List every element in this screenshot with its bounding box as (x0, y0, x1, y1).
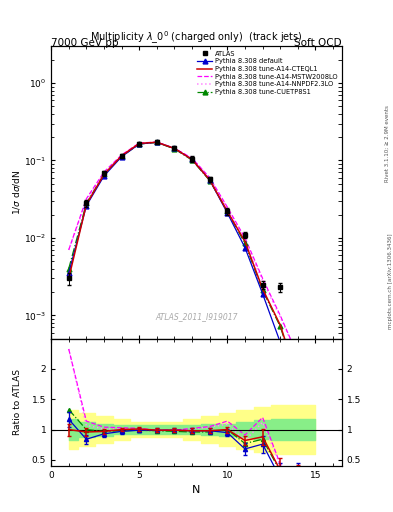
Pythia 8.308 tune-A14-CTEQL1 (154, 139, 159, 145)
Pythia 8.308 tune-CUETP8S1 (296, 378, 300, 385)
Pythia 8.308 tune-A14-CTEQL1 (190, 157, 195, 163)
Pythia 8.308 tune-A14-NNPDF2.3LO (154, 139, 159, 145)
Pythia 8.308 tune-A14-CTEQL1 (225, 208, 230, 215)
Pythia 8.308 tune-A14-NNPDF2.3LO (190, 156, 195, 162)
Pythia 8.308 tune-A14-NNPDF2.3LO (102, 170, 107, 176)
Pythia 8.308 tune-A14-CTEQL1 (260, 286, 265, 292)
Pythia 8.308 default (172, 145, 177, 152)
Pythia 8.308 tune-A14-NNPDF2.3LO (225, 205, 230, 211)
X-axis label: N: N (192, 485, 201, 495)
Pythia 8.308 tune-A14-CTEQL1 (296, 376, 300, 382)
Pythia 8.308 tune-A14-NNPDF2.3LO (278, 314, 283, 320)
Pythia 8.308 default (225, 210, 230, 216)
Text: mcplots.cern.ch [arXiv:1306.3436]: mcplots.cern.ch [arXiv:1306.3436] (387, 234, 393, 329)
Pythia 8.308 tune-A14-CTEQL1 (119, 153, 124, 159)
Pythia 8.308 default (296, 393, 300, 399)
Pythia 8.308 tune-CUETP8S1 (278, 324, 283, 330)
Pythia 8.308 tune-A14-NNPDF2.3LO (260, 278, 265, 284)
Pythia 8.308 tune-A14-MSTW2008LO (102, 169, 107, 175)
Line: Pythia 8.308 tune-A14-NNPDF2.3LO: Pythia 8.308 tune-A14-NNPDF2.3LO (69, 142, 298, 356)
Pythia 8.308 tune-A14-NNPDF2.3LO (66, 247, 71, 253)
Pythia 8.308 tune-A14-MSTW2008LO (66, 247, 71, 253)
Pythia 8.308 tune-A14-MSTW2008LO (119, 152, 124, 158)
Pythia 8.308 tune-A14-MSTW2008LO (137, 140, 141, 146)
Pythia 8.308 tune-CUETP8S1 (84, 200, 89, 206)
Pythia 8.308 tune-A14-CTEQL1 (242, 239, 247, 245)
Pythia 8.308 default (102, 173, 107, 179)
Line: Pythia 8.308 tune-A14-MSTW2008LO: Pythia 8.308 tune-A14-MSTW2008LO (69, 142, 298, 356)
Pythia 8.308 tune-A14-MSTW2008LO (190, 155, 195, 161)
Text: ATLAS_2011_I919017: ATLAS_2011_I919017 (155, 312, 238, 321)
Pythia 8.308 tune-CUETP8S1 (242, 240, 247, 246)
Line: Pythia 8.308 tune-CUETP8S1: Pythia 8.308 tune-CUETP8S1 (66, 140, 300, 384)
Pythia 8.308 tune-A14-NNPDF2.3LO (242, 239, 247, 245)
Pythia 8.308 tune-A14-MSTW2008LO (242, 235, 247, 241)
Pythia 8.308 tune-A14-MSTW2008LO (154, 139, 159, 145)
Pythia 8.308 tune-A14-CTEQL1 (278, 322, 283, 328)
Pythia 8.308 default (137, 141, 141, 147)
Pythia 8.308 default (242, 245, 247, 251)
Pythia 8.308 tune-CUETP8S1 (154, 139, 159, 145)
Text: Soft QCD: Soft QCD (294, 38, 342, 49)
Pythia 8.308 tune-A14-MSTW2008LO (260, 275, 265, 282)
Text: Rivet 3.1.10; ≥ 2.9M events: Rivet 3.1.10; ≥ 2.9M events (385, 105, 390, 182)
Pythia 8.308 tune-CUETP8S1 (102, 172, 107, 178)
Pythia 8.308 default (278, 339, 283, 345)
Y-axis label: Ratio to ATLAS: Ratio to ATLAS (13, 369, 22, 435)
Pythia 8.308 default (190, 157, 195, 163)
Line: Pythia 8.308 tune-A14-CTEQL1: Pythia 8.308 tune-A14-CTEQL1 (69, 142, 298, 379)
Y-axis label: 1/$\sigma$ d$\sigma$/dN: 1/$\sigma$ d$\sigma$/dN (11, 169, 22, 215)
Pythia 8.308 tune-A14-MSTW2008LO (84, 196, 89, 202)
Pythia 8.308 tune-CUETP8S1 (119, 153, 124, 159)
Pythia 8.308 tune-A14-CTEQL1 (208, 177, 212, 183)
Pythia 8.308 tune-A14-NNPDF2.3LO (137, 140, 141, 146)
Pythia 8.308 tune-A14-CTEQL1 (66, 275, 71, 282)
Pythia 8.308 tune-A14-NNPDF2.3LO (119, 153, 124, 159)
Pythia 8.308 tune-CUETP8S1 (260, 287, 265, 293)
Text: 7000 GeV pp: 7000 GeV pp (51, 38, 119, 49)
Pythia 8.308 tune-CUETP8S1 (225, 208, 230, 215)
Legend: ATLAS, Pythia 8.308 default, Pythia 8.308 tune-A14-CTEQL1, Pythia 8.308 tune-A14: ATLAS, Pythia 8.308 default, Pythia 8.30… (196, 50, 339, 96)
Pythia 8.308 tune-CUETP8S1 (66, 266, 71, 272)
Pythia 8.308 default (208, 177, 212, 183)
Pythia 8.308 tune-A14-NNPDF2.3LO (208, 175, 212, 181)
Pythia 8.308 default (154, 139, 159, 145)
Line: Pythia 8.308 default: Pythia 8.308 default (66, 140, 300, 399)
Pythia 8.308 tune-CUETP8S1 (172, 146, 177, 152)
Pythia 8.308 tune-A14-NNPDF2.3LO (172, 145, 177, 152)
Pythia 8.308 tune-A14-CTEQL1 (172, 145, 177, 152)
Pythia 8.308 tune-A14-MSTW2008LO (172, 145, 177, 151)
Pythia 8.308 default (66, 270, 71, 276)
Pythia 8.308 default (119, 154, 124, 160)
Pythia 8.308 tune-A14-CTEQL1 (84, 201, 89, 207)
Pythia 8.308 default (84, 203, 89, 209)
Pythia 8.308 tune-A14-CTEQL1 (102, 172, 107, 178)
Pythia 8.308 tune-CUETP8S1 (190, 157, 195, 163)
Pythia 8.308 tune-A14-MSTW2008LO (208, 175, 212, 181)
Pythia 8.308 tune-A14-CTEQL1 (137, 140, 141, 146)
Pythia 8.308 tune-A14-NNPDF2.3LO (296, 353, 300, 359)
Pythia 8.308 tune-A14-MSTW2008LO (225, 204, 230, 210)
Pythia 8.308 tune-A14-MSTW2008LO (296, 353, 300, 359)
Pythia 8.308 tune-A14-NNPDF2.3LO (84, 198, 89, 204)
Pythia 8.308 tune-CUETP8S1 (137, 141, 141, 147)
Pythia 8.308 tune-CUETP8S1 (208, 178, 212, 184)
Title: Multiplicity $\lambda\_0^0$ (charged only)  (track jets): Multiplicity $\lambda\_0^0$ (charged onl… (90, 30, 303, 46)
Pythia 8.308 tune-A14-MSTW2008LO (278, 312, 283, 318)
Pythia 8.308 default (260, 291, 265, 297)
